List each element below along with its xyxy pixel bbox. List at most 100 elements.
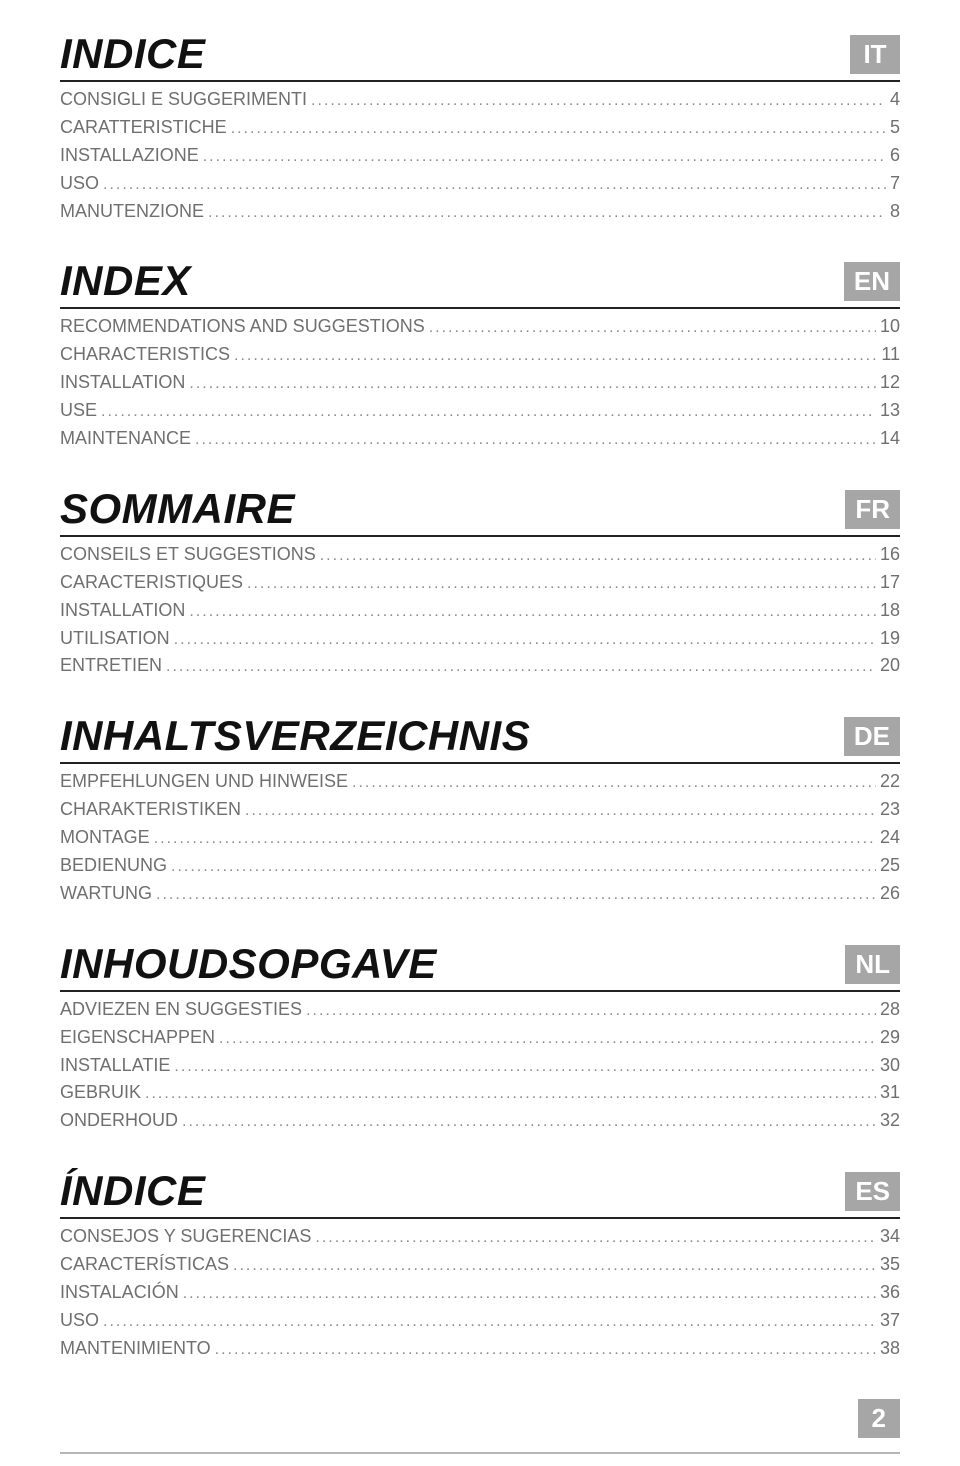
toc-label: CONSEILS ET SUGGESTIONS (60, 541, 316, 569)
toc-row[interactable]: CARATTERISTICHE5 (60, 114, 900, 142)
toc-leader-dots (315, 1223, 876, 1251)
toc-page-number: 13 (880, 397, 900, 425)
toc-row[interactable]: EIGENSCHAPPEN29 (60, 1024, 900, 1052)
toc-leader-dots (183, 1279, 876, 1307)
language-badge: FR (845, 490, 900, 529)
toc-leader-dots (156, 880, 876, 908)
toc-row[interactable]: EMPFEHLUNGEN UND HINWEISE22 (60, 768, 900, 796)
toc-page-number: 20 (880, 652, 900, 680)
toc-row[interactable]: UTILISATION19 (60, 625, 900, 653)
toc-leader-dots (306, 996, 876, 1024)
toc-label: ADVIEZEN EN SUGGESTIES (60, 996, 302, 1024)
toc-label: USE (60, 397, 97, 425)
toc-leader-dots (174, 1052, 876, 1080)
toc-row[interactable]: MAINTENANCE 14 (60, 425, 900, 453)
toc-leader-dots (182, 1107, 876, 1135)
toc-row[interactable]: INSTALLATION 12 (60, 369, 900, 397)
toc-label: USO (60, 170, 99, 198)
language-badge: DE (844, 717, 900, 756)
toc-label: MONTAGE (60, 824, 150, 852)
toc-section: INDEXEN RECOMMENDATIONS AND SUGGESTIONS 10… (60, 257, 900, 452)
toc-list: CONSEJOS Y SUGERENCIAS34CARACTERÍSTICAS3… (60, 1223, 900, 1362)
toc-page-number: 25 (880, 852, 900, 880)
toc-leader-dots (234, 341, 877, 369)
toc-row[interactable]: CONSIGLI E SUGGERIMENTI4 (60, 86, 900, 114)
toc-label: INSTALLATION (60, 597, 185, 625)
toc-label: INSTALLATION (60, 369, 185, 397)
toc-label: RECOMMENDATIONS AND SUGGESTIONS (60, 313, 425, 341)
toc-row[interactable]: USO 37 (60, 1307, 900, 1335)
toc-row[interactable]: RECOMMENDATIONS AND SUGGESTIONS 10 (60, 313, 900, 341)
toc-page-number: 12 (880, 369, 900, 397)
toc-row[interactable]: INSTALACIÓN36 (60, 1279, 900, 1307)
toc-leader-dots (166, 652, 876, 680)
toc-row[interactable]: CHARACTERISTICS11 (60, 341, 900, 369)
toc-leader-dots (219, 1024, 876, 1052)
toc-label: INSTALLAZIONE (60, 142, 199, 170)
toc-leader-dots (233, 1251, 876, 1279)
section-header: ÍNDICEES (60, 1167, 900, 1219)
toc-leader-dots (195, 425, 876, 453)
toc-row[interactable]: CHARAKTERISTIKEN 23 (60, 796, 900, 824)
toc-row[interactable]: CONSEJOS Y SUGERENCIAS 34 (60, 1223, 900, 1251)
toc-page-number: 34 (880, 1223, 900, 1251)
toc-row[interactable]: WARTUNG26 (60, 880, 900, 908)
section-header: INDICE IT (60, 30, 900, 82)
toc-row[interactable]: ENTRETIEN20 (60, 652, 900, 680)
toc-page-number: 6 (890, 142, 900, 170)
toc-row[interactable]: INSTALLATION 18 (60, 597, 900, 625)
toc-row[interactable]: GEBRUIK31 (60, 1079, 900, 1107)
toc-leader-dots (320, 541, 876, 569)
toc-row[interactable]: USO 7 (60, 170, 900, 198)
toc-list: EMPFEHLUNGEN UND HINWEISE22CHARAKTERISTI… (60, 768, 900, 907)
toc-page-number: 23 (880, 796, 900, 824)
toc-leader-dots (429, 313, 876, 341)
toc-page-number: 10 (880, 313, 900, 341)
toc-leader-dots (171, 852, 876, 880)
toc-row[interactable]: MONTAGE24 (60, 824, 900, 852)
toc-row[interactable]: USE 13 (60, 397, 900, 425)
toc-page-number: 37 (880, 1307, 900, 1335)
toc-page-number: 5 (890, 114, 900, 142)
toc-row[interactable]: INSTALLAZIONE 6 (60, 142, 900, 170)
toc-page-number: 4 (890, 86, 900, 114)
toc-label: CARACTERÍSTICAS (60, 1251, 229, 1279)
language-badge: EN (844, 262, 900, 301)
toc-container: INDICE IT CONSIGLI E SUGGERIMENTI4CARATTER… (60, 30, 900, 1363)
toc-row[interactable]: CARACTERISTIQUES17 (60, 569, 900, 597)
toc-leader-dots (245, 796, 876, 824)
toc-label: CONSEJOS Y SUGERENCIAS (60, 1223, 311, 1251)
toc-row[interactable]: MANTENIMIENTO38 (60, 1335, 900, 1363)
toc-row[interactable]: MANUTENZIONE8 (60, 198, 900, 226)
toc-label: USO (60, 1307, 99, 1335)
section-title: INDICE (60, 30, 205, 78)
toc-label: MANUTENZIONE (60, 198, 204, 226)
toc-section: SOMMAIREFRCONSEILS ET SUGGESTIONS16CARAC… (60, 485, 900, 680)
toc-row[interactable]: INSTALLATIE30 (60, 1052, 900, 1080)
toc-leader-dots (231, 114, 886, 142)
toc-label: INSTALLATIE (60, 1052, 170, 1080)
toc-page-number: 22 (880, 768, 900, 796)
language-badge: IT (850, 35, 900, 74)
language-badge: NL (845, 945, 900, 984)
footer-rule-wrap (60, 1404, 900, 1454)
toc-row[interactable]: CARACTERÍSTICAS35 (60, 1251, 900, 1279)
toc-page-number: 16 (880, 541, 900, 569)
toc-row[interactable]: BEDIENUNG25 (60, 852, 900, 880)
toc-page-number: 28 (880, 996, 900, 1024)
toc-page-number: 18 (880, 597, 900, 625)
toc-page-number: 14 (880, 425, 900, 453)
toc-list: RECOMMENDATIONS AND SUGGESTIONS 10CHARACT… (60, 313, 900, 452)
toc-row[interactable]: CONSEILS ET SUGGESTIONS 16 (60, 541, 900, 569)
toc-leader-dots (189, 369, 876, 397)
toc-leader-dots (203, 142, 886, 170)
toc-page-number: 7 (890, 170, 900, 198)
footer-rule (60, 1452, 900, 1454)
toc-label: CHARAKTERISTIKEN (60, 796, 241, 824)
toc-row[interactable]: ONDERHOUD32 (60, 1107, 900, 1135)
section-header: INDEXEN (60, 257, 900, 309)
toc-section: ÍNDICEESCONSEJOS Y SUGERENCIAS34CARACTER… (60, 1167, 900, 1362)
toc-label: MAINTENANCE (60, 425, 191, 453)
toc-row[interactable]: ADVIEZEN EN SUGGESTIES 28 (60, 996, 900, 1024)
toc-leader-dots (352, 768, 876, 796)
